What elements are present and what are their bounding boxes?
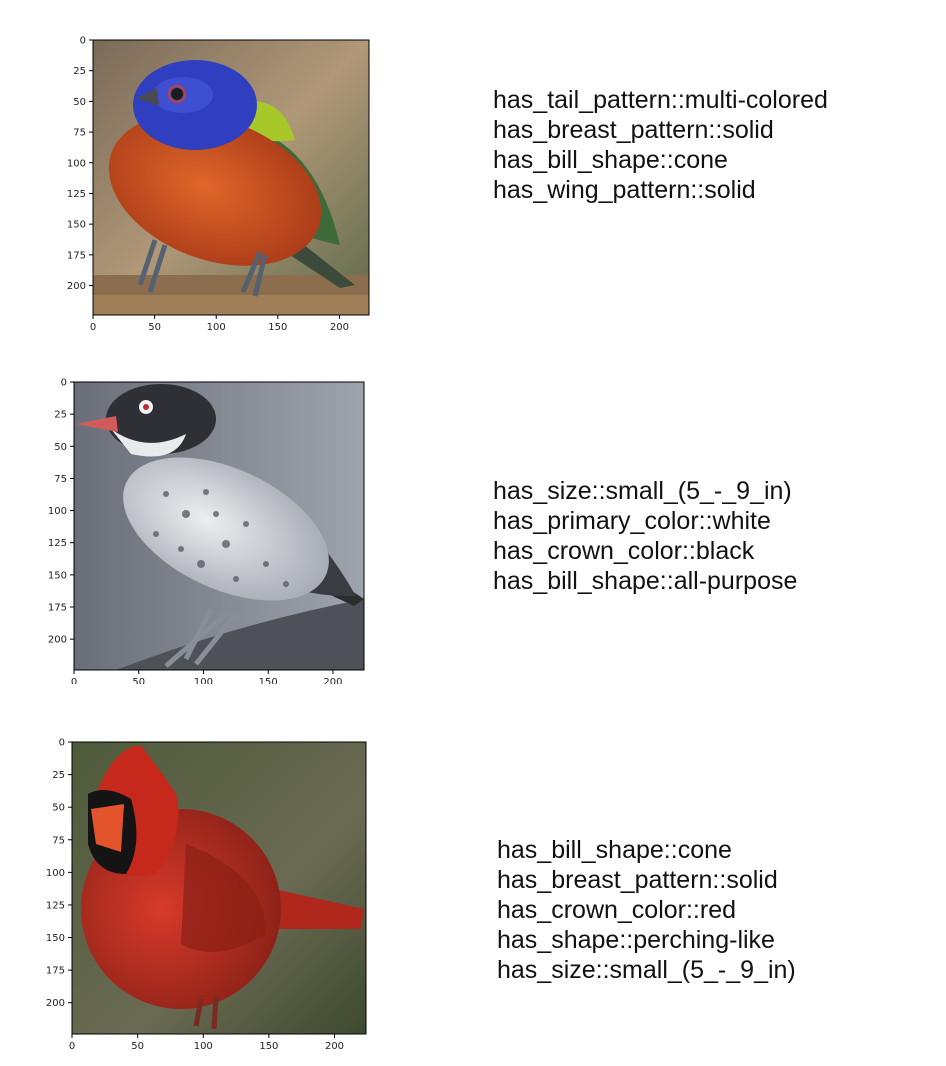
y-axis: 0 25 50 75 100 125 150 175 200 (48, 378, 74, 646)
y-axis: 0 25 50 75 100 125 150 175 200 (67, 36, 93, 292)
y-tick-label: 50 (73, 97, 86, 108)
attribute-label: has_primary_color::white (493, 507, 771, 535)
y-tick-label: 175 (48, 603, 67, 614)
axes-frame (71, 741, 367, 1035)
y-tick-label: 100 (46, 868, 65, 879)
y-tick-label: 50 (52, 803, 65, 814)
x-tick-label: 200 (323, 677, 342, 684)
y-tick-label: 100 (48, 506, 67, 517)
y-tick-label: 175 (67, 250, 86, 261)
y-tick-label: 75 (73, 128, 86, 139)
bird-photo-northern-cardinal (72, 742, 366, 1034)
y-tick-label: 75 (52, 835, 65, 846)
bird-image-panel-1: 0 50 100 150 200 0 25 50 75 100 125 150 175 200 (67, 36, 370, 333)
y-tick-label: 25 (54, 410, 67, 421)
attribute-list-1: has_tail_pattern::multi-colored has_brea… (493, 85, 828, 205)
y-tick-label: 25 (52, 770, 65, 781)
attribute-label: has_bill_shape::cone (497, 836, 732, 864)
x-tick-label: 100 (194, 677, 213, 684)
y-tick-label: 0 (80, 36, 86, 47)
y-tick-label: 125 (48, 538, 67, 549)
x-tick-label: 0 (71, 677, 77, 684)
x-tick-label: 100 (207, 322, 226, 333)
y-tick-label: 25 (73, 66, 86, 77)
y-tick-label: 175 (46, 966, 65, 977)
attribute-list-3: has_bill_shape::cone has_breast_pattern:… (497, 835, 796, 985)
axes-frame (73, 381, 365, 671)
bird-photo-painted-bunting (93, 40, 369, 315)
y-tick-label: 0 (61, 378, 67, 389)
bird-image-panel-3: 0 50 100 150 200 0 25 50 75 100 125 150 175 200 (46, 738, 367, 1052)
x-tick-label: 200 (325, 1041, 344, 1052)
x-tick-label: 0 (69, 1041, 75, 1052)
axes-frame (92, 39, 370, 316)
x-axis: 0 50 100 150 200 (69, 1034, 344, 1052)
y-tick-label: 50 (54, 442, 67, 453)
y-tick-label: 0 (59, 738, 65, 749)
attribute-label: has_breast_pattern::solid (493, 116, 774, 144)
attribute-label: has_shape::perching-like (497, 926, 775, 954)
x-axis: 0 50 100 150 200 (90, 315, 349, 333)
y-tick-label: 200 (48, 635, 67, 646)
y-tick-label: 150 (46, 933, 65, 944)
attribute-label: has_wing_pattern::solid (493, 176, 756, 204)
x-axis: 0 50 100 150 200 (71, 670, 342, 684)
attribute-label: has_tail_pattern::multi-colored (493, 86, 828, 114)
y-tick-label: 125 (67, 189, 86, 200)
x-tick-label: 150 (259, 677, 278, 684)
x-tick-label: 100 (194, 1041, 213, 1052)
attribute-label: has_crown_color::black (493, 537, 755, 565)
attribute-label: has_breast_pattern::solid (497, 866, 778, 894)
x-tick-label: 50 (148, 322, 161, 333)
x-tick-label: 200 (330, 322, 349, 333)
x-tick-label: 150 (259, 1041, 278, 1052)
attribute-label: has_bill_shape::all-purpose (493, 567, 798, 595)
y-tick-label: 200 (46, 998, 65, 1009)
attribute-label: has_size::small_(5_-_9_in) (497, 956, 796, 984)
y-axis: 0 25 50 75 100 125 150 175 200 (46, 738, 72, 1009)
bird-image-panel-2: 0 50 100 150 200 0 25 50 75 100 125 150 175 200 (48, 378, 365, 684)
y-tick-label: 150 (67, 220, 86, 231)
y-tick-label: 75 (54, 474, 67, 485)
y-tick-label: 150 (48, 570, 67, 581)
x-tick-label: 50 (132, 677, 145, 684)
bird-photo-speckled-bird (74, 382, 364, 670)
attribute-list-2: has_size::small_(5_-_9_in) has_primary_c… (493, 476, 797, 596)
y-tick-label: 100 (67, 158, 86, 169)
attribute-label: has_size::small_(5_-_9_in) (493, 477, 792, 505)
y-tick-label: 200 (67, 281, 86, 292)
y-tick-label: 125 (46, 900, 65, 911)
attribute-label: has_bill_shape::cone (493, 146, 728, 174)
x-tick-label: 50 (131, 1041, 144, 1052)
attribute-label: has_crown_color::red (497, 896, 737, 924)
x-tick-label: 150 (268, 322, 287, 333)
x-tick-label: 0 (90, 322, 96, 333)
